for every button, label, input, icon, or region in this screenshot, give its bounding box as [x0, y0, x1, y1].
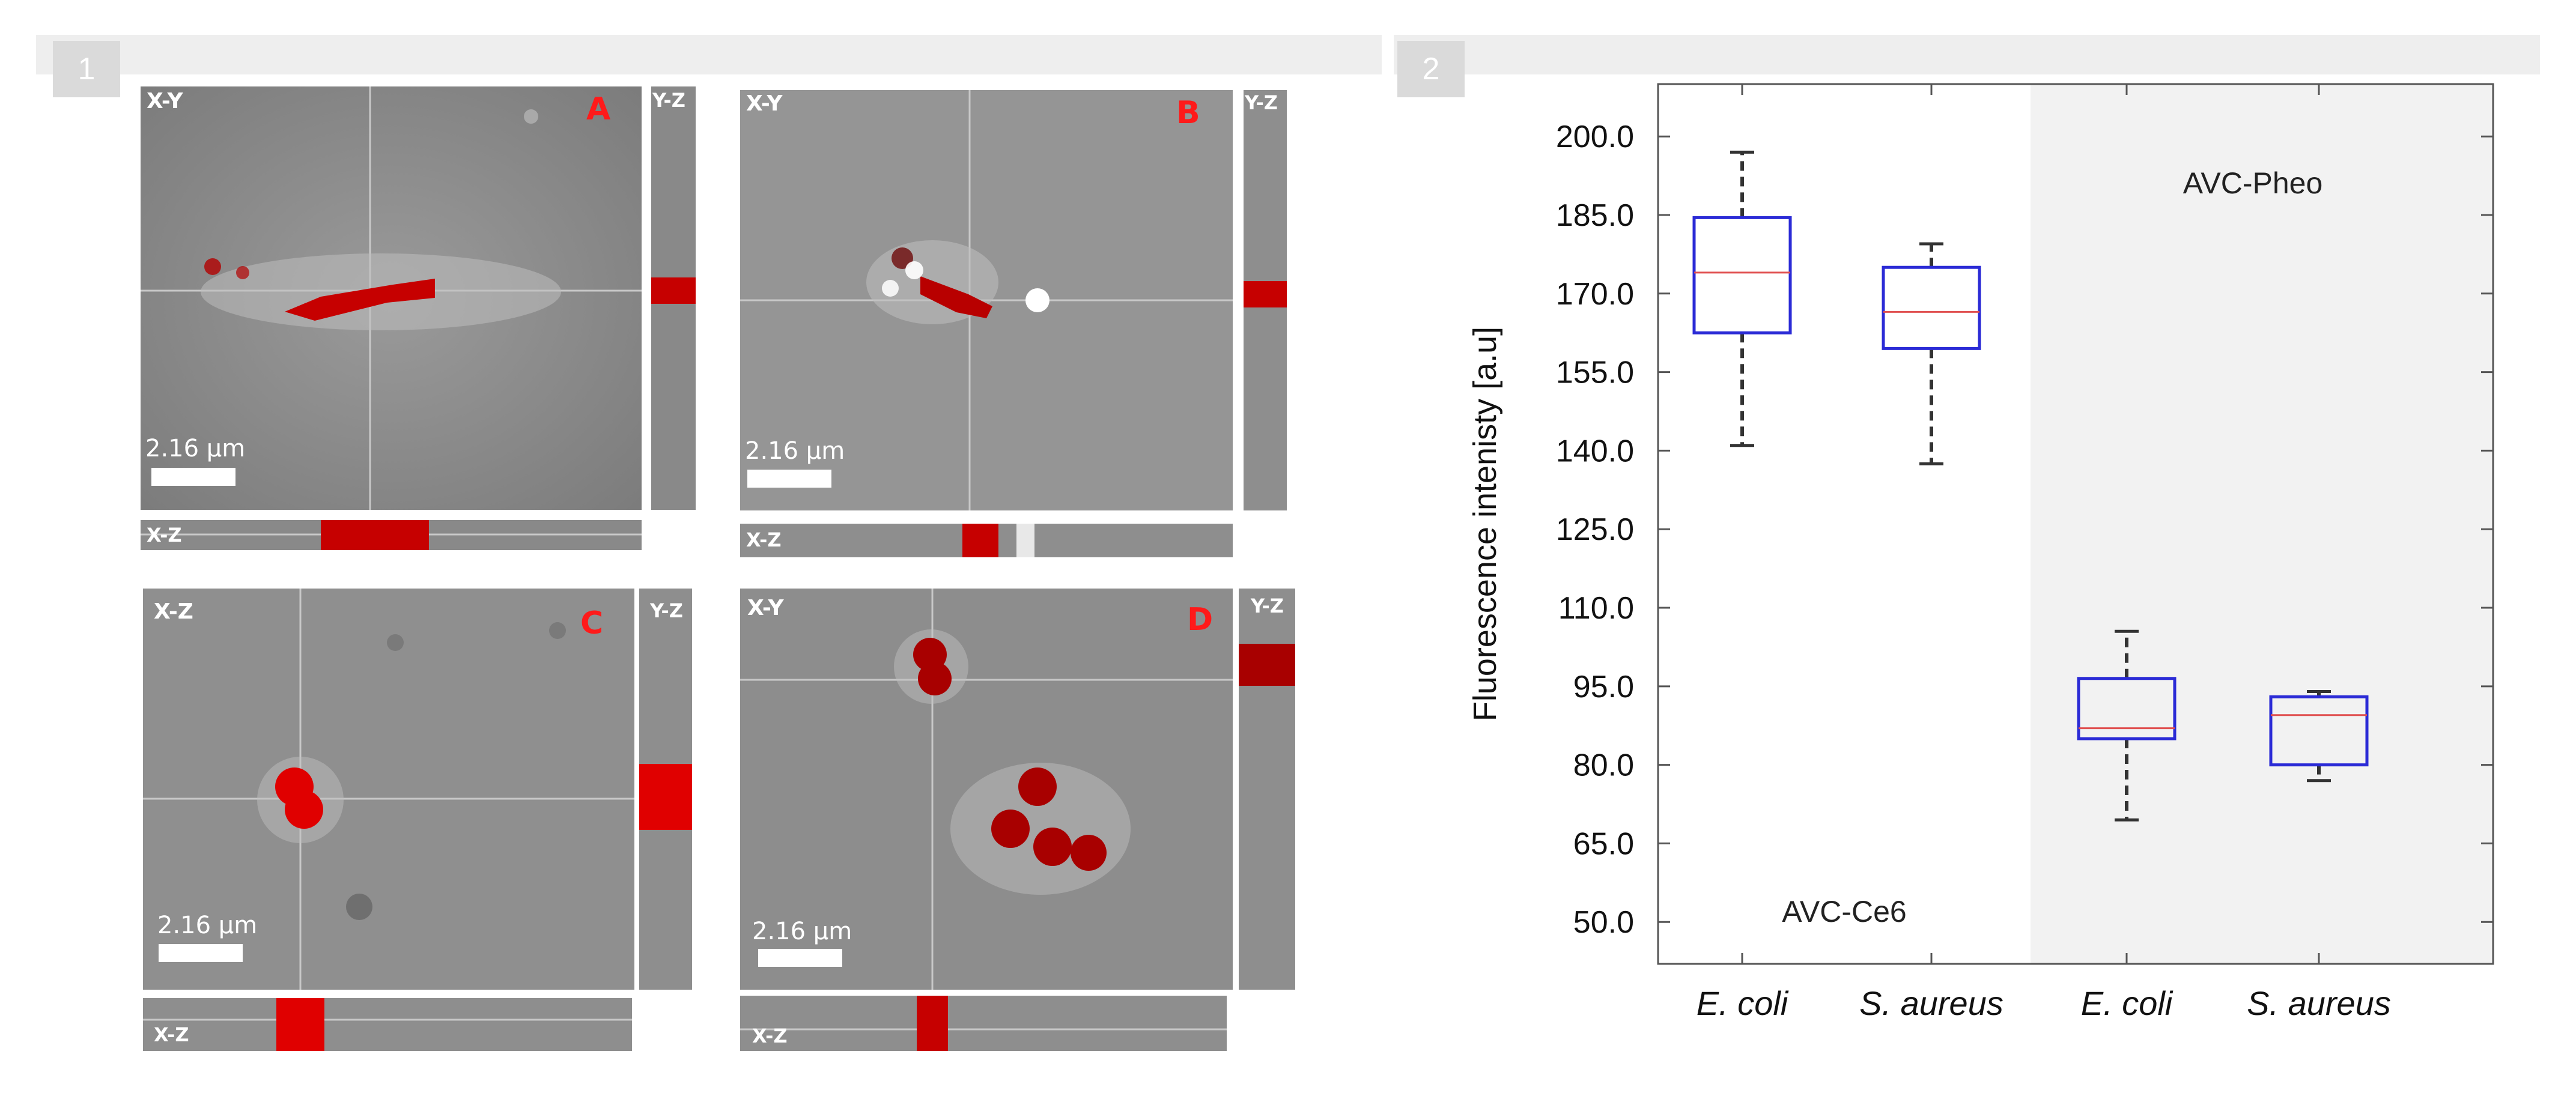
micrograph-d-main-label: X-Y	[747, 596, 784, 620]
micrograph-a-main-label: X-Y	[147, 89, 183, 114]
micrograph-d-xy: X-Y D 2.16 µm	[740, 589, 1233, 990]
box-iqr	[2269, 695, 2369, 767]
x-category-label: S. aureus	[2247, 984, 2391, 1022]
y-tick-label: 80.0	[1573, 748, 1634, 783]
micrograph-b-scale-bar	[747, 470, 831, 488]
micrograph-c-xy: X-Z C 2.16 µm	[143, 589, 634, 990]
micrograph-a-scale-text: 2.16 µm	[145, 435, 246, 462]
micrograph-b-side-label: Y-Z	[1245, 91, 1278, 114]
micrograph-c-bottom-label: X-Z	[154, 1023, 189, 1046]
micrograph-b-scale-text: 2.16 µm	[745, 437, 845, 465]
micrograph-a-xy: X-Y A 2.16 µm	[141, 86, 642, 510]
panel-number-2: 2	[1397, 41, 1465, 97]
y-tick-label: 110.0	[1558, 591, 1634, 626]
y-tick-label: 140.0	[1556, 434, 1634, 468]
micrograph-c-xz: X-Z	[143, 998, 632, 1051]
micrograph-d-letter: D	[1187, 602, 1214, 638]
y-tick-label: 185.0	[1556, 198, 1634, 233]
micrograph-d-side-label: Y-Z	[1251, 595, 1284, 617]
micrograph-a-yz: Y-Z	[651, 86, 696, 510]
panel-2-header-bar	[1394, 35, 2540, 74]
box-plot-chart: 200.0 185.0 170.0 155.0 140.0 125.0 110.0 95.0 8…	[1467, 83, 2494, 1022]
y-tick-label: 50.0	[1573, 905, 1634, 940]
micrograph-c-scale-text: 2.16 µm	[157, 912, 258, 939]
panel-1-header-bar	[36, 35, 1382, 74]
y-tick-label: 170.0	[1556, 277, 1634, 312]
micrograph-d-scale-text: 2.16 µm	[752, 918, 852, 945]
micrograph-c-scale-bar	[159, 944, 243, 962]
plot-frame	[1657, 83, 2494, 965]
group-label-avc-ce6: AVC-Ce6	[1782, 895, 1906, 928]
micrograph-c-letter: C	[580, 605, 604, 641]
y-axis-label: Fluorescence intenisty [a.u]	[1467, 327, 1503, 721]
y-tick-label: 125.0	[1556, 512, 1634, 547]
x-category-label: E. coli	[2081, 984, 2174, 1022]
box-2	[1882, 242, 1981, 465]
panel-number-1: 1	[53, 41, 120, 97]
micrograph-a-xz: X-Z	[141, 520, 642, 550]
micrograph-b-yz: Y-Z	[1244, 90, 1287, 510]
box-iqr	[1692, 216, 1792, 335]
micrograph-b-main-label: X-Y	[746, 91, 783, 116]
micrograph-b-xy: X-Y B 2.16 µm	[740, 90, 1233, 510]
group-label-avc-pheo: AVC-Pheo	[2183, 166, 2323, 200]
y-tick-label: 155.0	[1556, 356, 1634, 390]
micrograph-a-scale-bar	[151, 468, 235, 486]
micrograph-b-xz: X-Z	[740, 524, 1233, 557]
micrograph-b-bottom-label: X-Z	[746, 528, 782, 551]
box-iqr	[2077, 677, 2177, 740]
box-1	[1692, 150, 1792, 447]
micrograph-a-side-label: Y-Z	[652, 89, 685, 112]
micrograph-d-yz: Y-Z	[1239, 589, 1295, 990]
micrograph-d-xz: X-Z	[740, 996, 1227, 1051]
box-3	[2077, 629, 2177, 822]
x-category-label: E. coli	[1697, 984, 1789, 1022]
y-tick-label: 200.0	[1556, 120, 1634, 154]
micrograph-d-scale-bar	[758, 949, 842, 967]
micrograph-c-yz: Y-Z	[639, 589, 692, 990]
micrograph-a-bottom-label: X-Z	[147, 524, 182, 546]
micrograph-c-side-label: Y-Z	[650, 599, 683, 622]
box-4	[2269, 690, 2369, 783]
micrograph-c-main-label: X-Z	[154, 599, 193, 624]
avc-pheo-shaded-region	[2031, 84, 2493, 964]
box-iqr	[1882, 265, 1981, 350]
micrograph-d-bottom-label: X-Z	[752, 1025, 788, 1047]
micrograph-a-letter: A	[586, 91, 611, 127]
y-tick-label: 95.0	[1573, 670, 1634, 704]
x-category-label: S. aureus	[1859, 984, 2003, 1022]
micrograph-b-letter: B	[1176, 95, 1200, 131]
y-tick-label: 65.0	[1573, 826, 1634, 861]
